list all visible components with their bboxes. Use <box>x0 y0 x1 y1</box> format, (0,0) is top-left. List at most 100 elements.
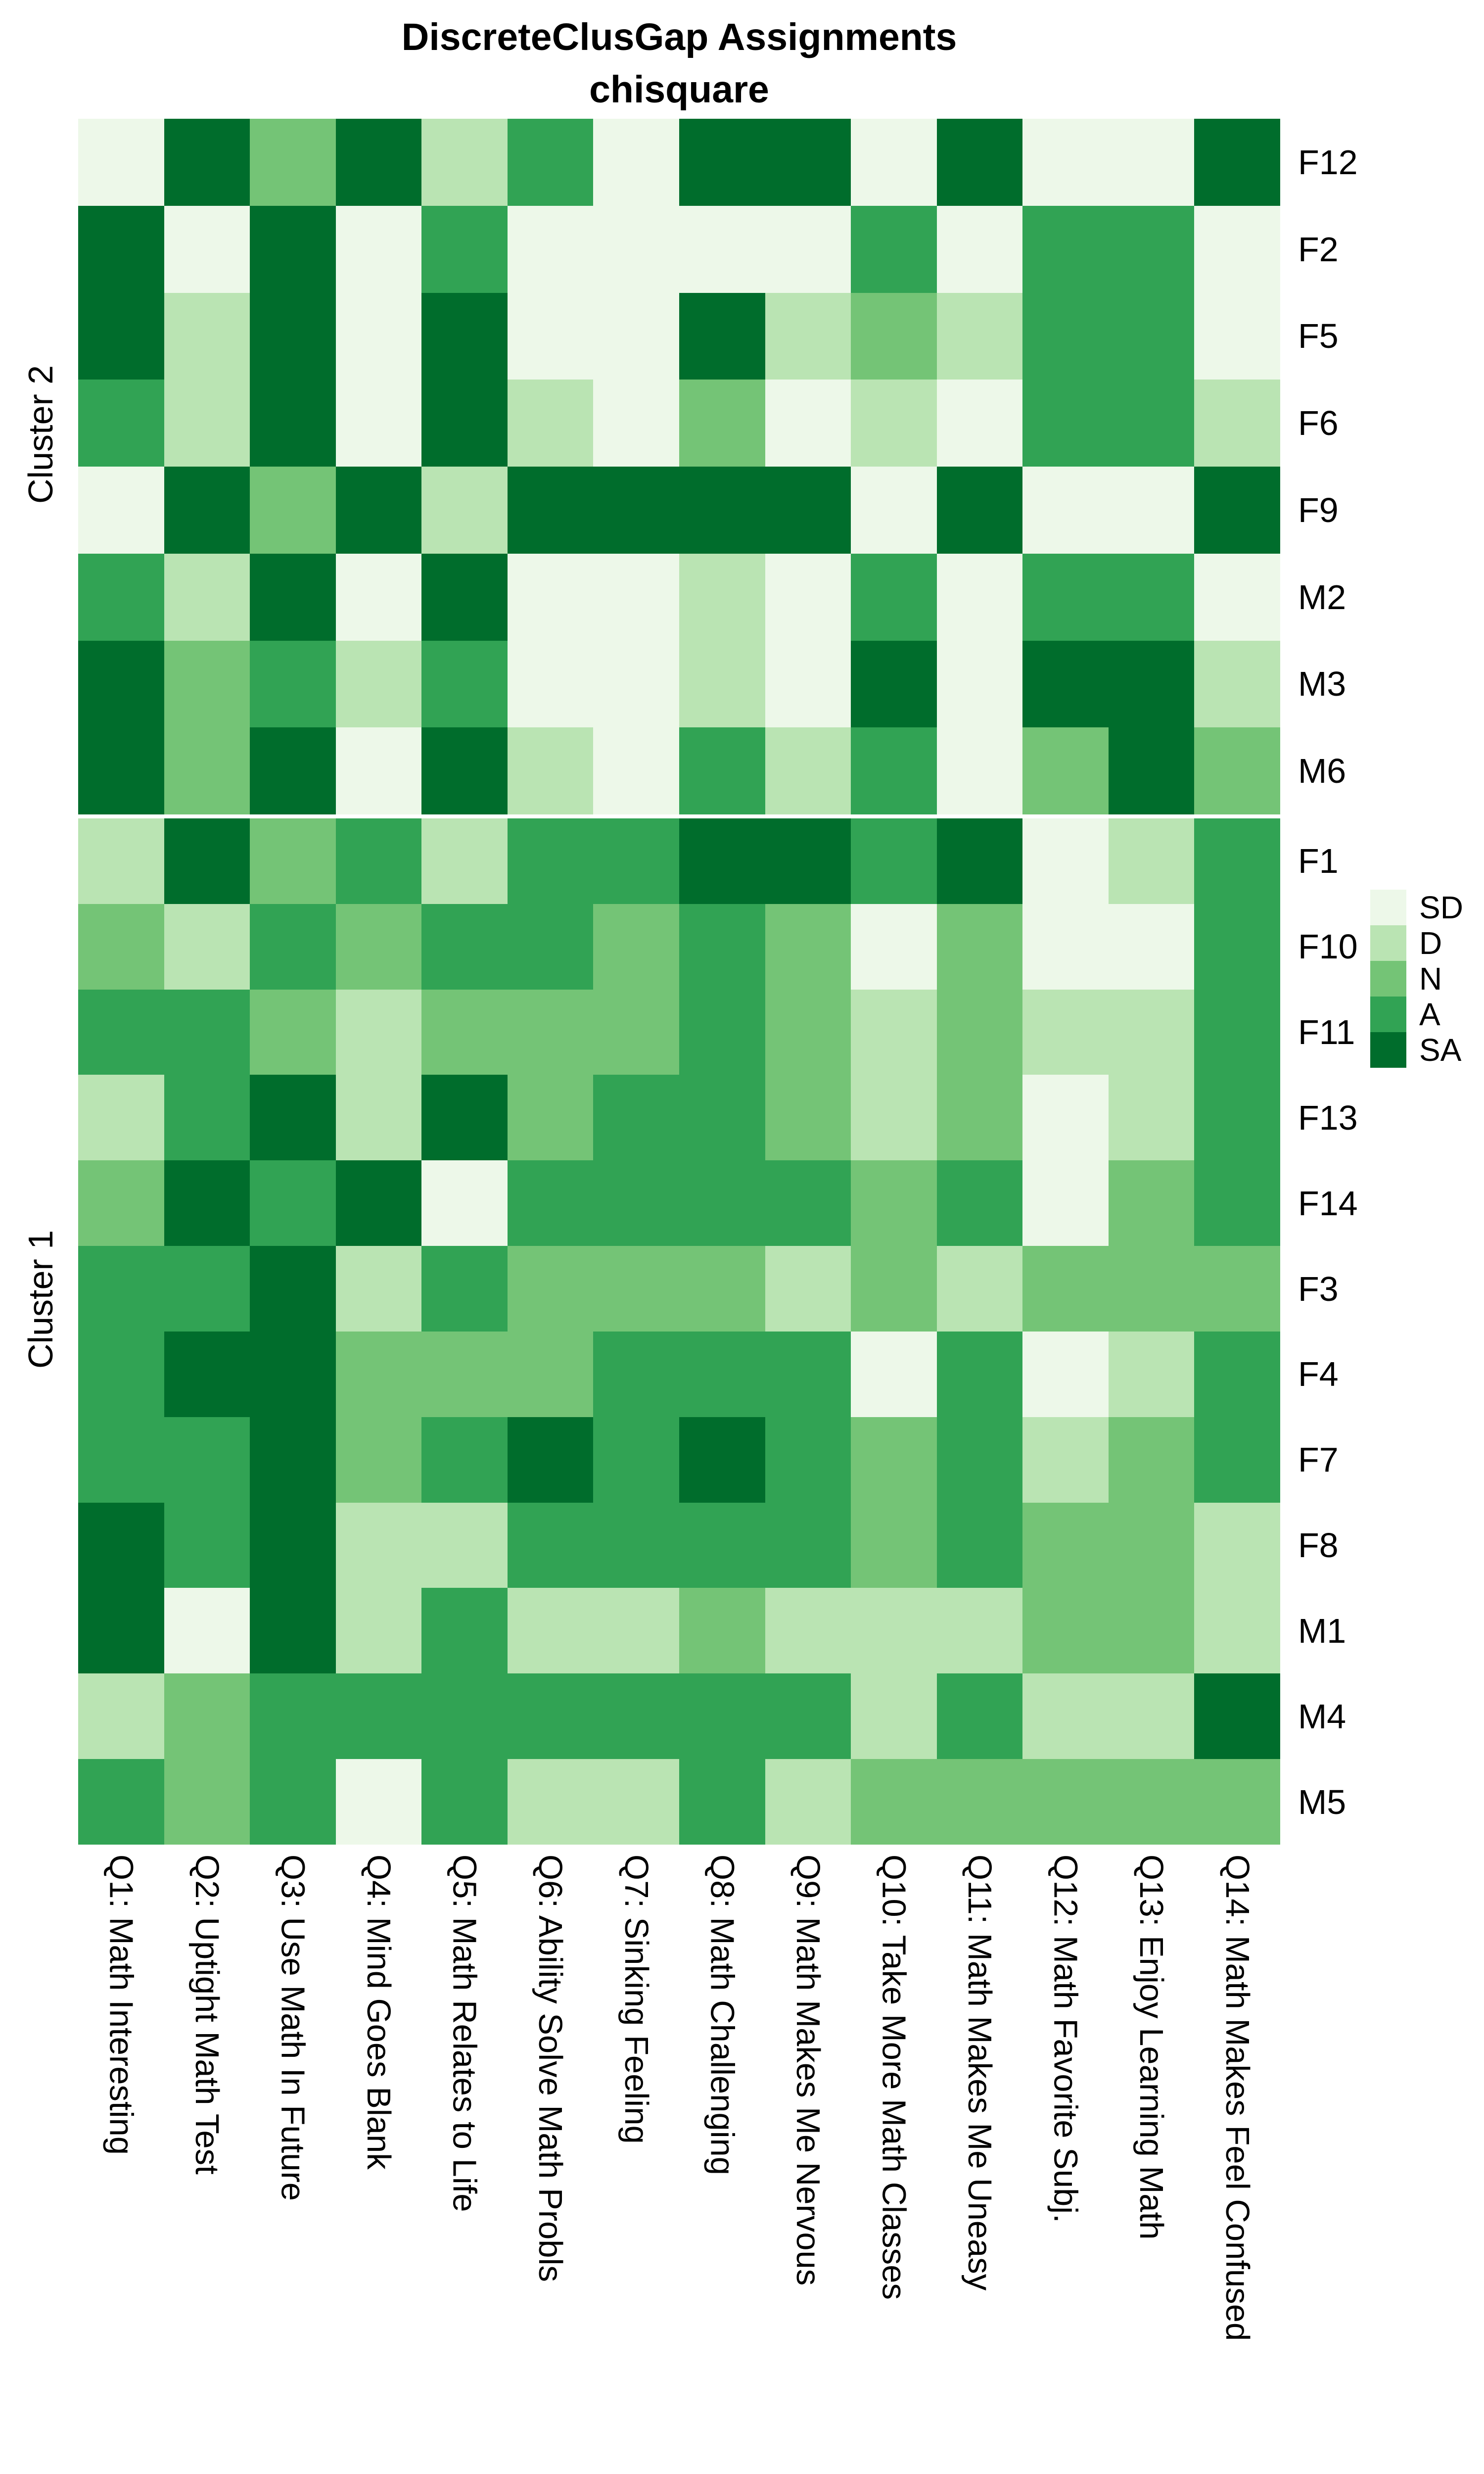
heatmap-cell <box>421 1588 508 1674</box>
heatmap-cell <box>1022 1246 1109 1332</box>
heatmap-cell <box>1022 1075 1109 1161</box>
row-label: F4 <box>1298 1355 1339 1394</box>
heatmap-cell <box>421 119 508 206</box>
heatmap-cell <box>1194 1331 1280 1417</box>
heatmap-cell <box>164 1246 250 1332</box>
heatmap-cell <box>936 205 1023 293</box>
heatmap-cell <box>335 292 422 380</box>
heatmap-cell <box>78 640 164 728</box>
heatmap-cell <box>164 380 250 467</box>
legend-item: A <box>1370 997 1463 1032</box>
heatmap-cell <box>765 119 851 206</box>
column-label: Q10: Take More Math Classes <box>875 1855 913 2300</box>
heatmap-cell <box>765 1588 851 1674</box>
heatmap-cell <box>679 292 765 380</box>
column-axis-labels: Q1: Math Interesting Q2: Uptight Math Tes… <box>78 1855 1280 2473</box>
heatmap-cell <box>679 1673 765 1760</box>
legend-swatch <box>1370 1032 1406 1068</box>
heatmap-cell <box>679 380 765 467</box>
column-label: Q1: Math Interesting <box>102 1855 140 2155</box>
heatmap-cell <box>421 904 508 990</box>
heatmap-cell <box>765 467 851 554</box>
heatmap-cell <box>1022 1331 1109 1417</box>
heatmap-cell <box>936 1331 1023 1417</box>
heatmap-cell <box>936 904 1023 990</box>
heatmap-cell <box>507 1246 594 1332</box>
heatmap-cell <box>250 292 336 380</box>
heatmap-cell <box>593 1417 679 1503</box>
heatmap-cell <box>851 904 937 990</box>
row-label: F8 <box>1298 1526 1339 1565</box>
row-label: F2 <box>1298 230 1339 269</box>
heatmap-cell <box>507 380 594 467</box>
heatmap-cell <box>1108 380 1195 467</box>
heatmap-cell <box>507 818 594 904</box>
heatmap-cell <box>164 640 250 728</box>
heatmap-cell <box>593 989 679 1075</box>
heatmap-cell <box>250 1075 336 1161</box>
heatmap-cell <box>507 467 594 554</box>
heatmap-cell <box>164 727 250 814</box>
heatmap-cell <box>250 1417 336 1503</box>
column-label: Q14: Math Makes Feel Confused <box>1218 1855 1256 2341</box>
heatmap-cell <box>164 205 250 293</box>
column-label: Q8: Math Challenging <box>703 1855 741 2176</box>
heatmap-cell <box>78 1331 164 1417</box>
heatmap-cell <box>421 553 508 641</box>
heatmap-cell <box>78 380 164 467</box>
column-label-cell: Q10: Take More Math Classes <box>851 1855 937 2473</box>
heatmap-cell <box>1108 292 1195 380</box>
heatmap-panel-cluster-1 <box>78 818 1280 1845</box>
column-label: Q4: Mind Goes Blank <box>360 1855 398 2170</box>
heatmap-cell <box>765 1246 851 1332</box>
heatmap-cell <box>421 205 508 293</box>
heatmap-cell <box>250 1588 336 1674</box>
column-label-cell: Q5: Math Relates to Life <box>421 1855 508 2473</box>
heatmap-cell <box>78 467 164 554</box>
legend-item: SA <box>1370 1032 1463 1068</box>
heatmap-cell <box>936 818 1023 904</box>
heatmap-cell <box>679 1588 765 1674</box>
legend-swatch <box>1370 961 1406 997</box>
column-label-cell: Q11: Math Makes Me Uneasy <box>937 1855 1023 2473</box>
row-label: F14 <box>1298 1184 1358 1223</box>
heatmap-cell <box>593 818 679 904</box>
heatmap-cell <box>593 727 679 814</box>
column-label: Q9: Math Makes Me Nervous <box>789 1855 827 2286</box>
chart-subtitle: chisquare <box>589 68 769 111</box>
legend-item: SD <box>1370 890 1463 925</box>
heatmap-cell <box>250 904 336 990</box>
heatmap-cell <box>1194 119 1280 206</box>
heatmap-cell <box>250 1160 336 1246</box>
heatmap-cell <box>78 1246 164 1332</box>
column-label: Q12: Math Favorite Subj. <box>1047 1855 1084 2223</box>
heatmap-cell <box>421 380 508 467</box>
heatmap-cell <box>335 1246 422 1332</box>
heatmap-cell <box>164 1417 250 1503</box>
heatmap-cell <box>164 1588 250 1674</box>
legend-label: D <box>1419 925 1442 961</box>
row-label: F7 <box>1298 1440 1339 1479</box>
heatmap-cell <box>335 727 422 814</box>
heatmap-cell <box>1194 292 1280 380</box>
heatmap-cell <box>679 818 765 904</box>
heatmap-cell <box>1194 989 1280 1075</box>
row-label: M5 <box>1298 1782 1346 1821</box>
legend-label: A <box>1419 997 1440 1032</box>
heatmap-cell <box>851 1417 937 1503</box>
heatmap-cell <box>679 467 765 554</box>
heatmap-cell <box>593 467 679 554</box>
heatmap-cell <box>1022 553 1109 641</box>
heatmap-cell <box>250 1331 336 1417</box>
heatmap-cell <box>1022 292 1109 380</box>
heatmap-cell <box>936 1588 1023 1674</box>
heatmap-cell <box>851 818 937 904</box>
heatmap-cell <box>250 727 336 814</box>
heatmap-cell <box>507 1759 594 1845</box>
heatmap-cell <box>335 1673 422 1760</box>
heatmap-cell <box>421 1075 508 1161</box>
heatmap-cell <box>1194 818 1280 904</box>
heatmap-cell <box>335 380 422 467</box>
row-label: F6 <box>1298 404 1339 443</box>
